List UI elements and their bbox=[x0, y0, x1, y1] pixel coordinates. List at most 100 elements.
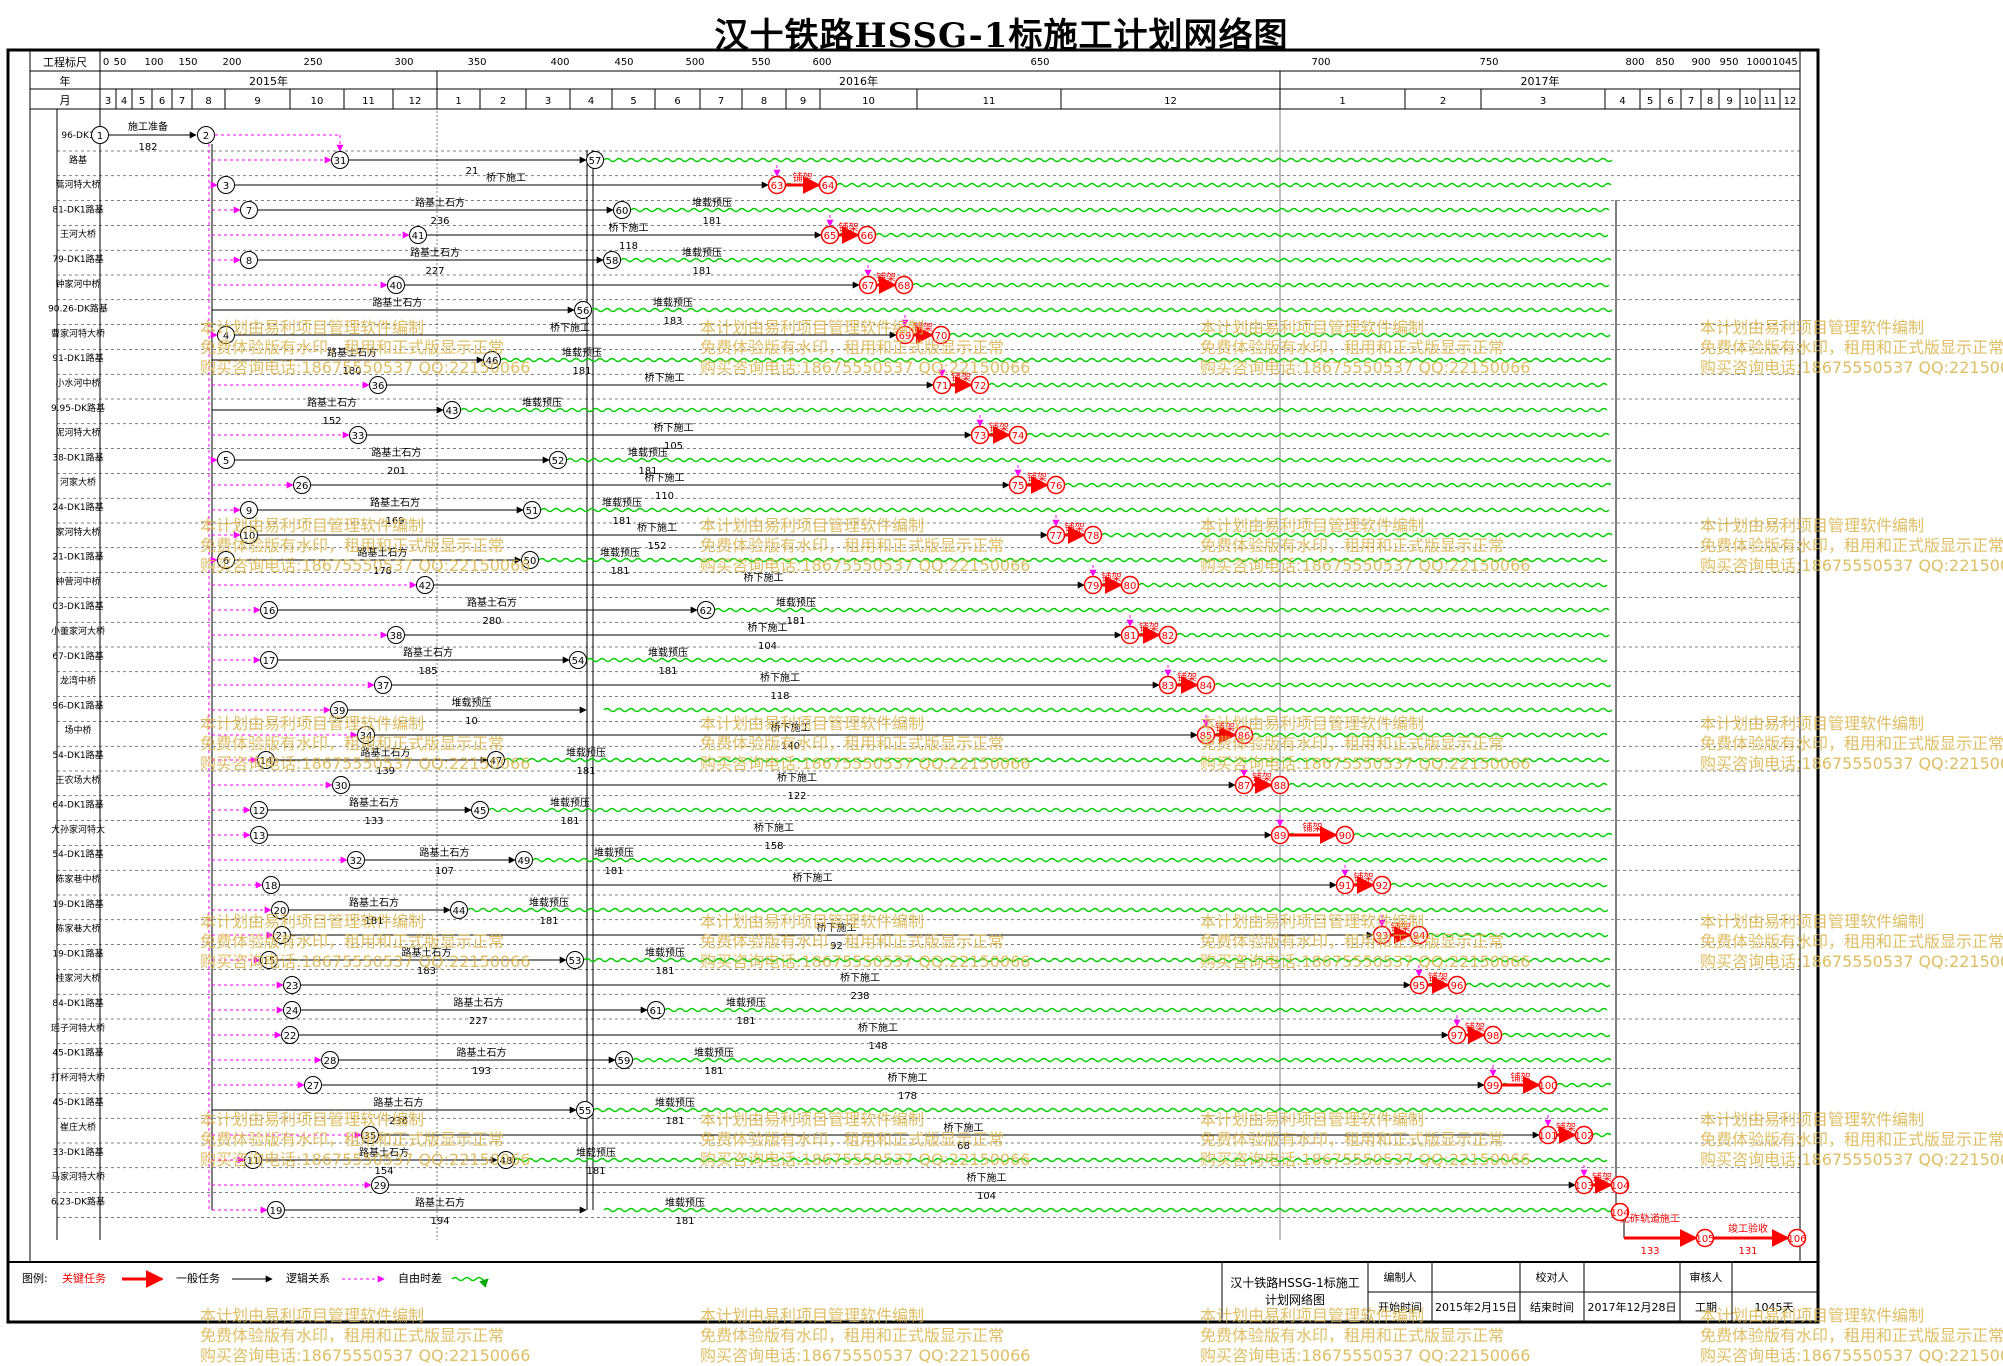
event-node bbox=[387, 626, 405, 644]
activity-label: 铺架 bbox=[1177, 671, 1197, 684]
event-node bbox=[1409, 975, 1429, 995]
activity-label: 181 bbox=[604, 866, 623, 877]
activity-label: 152 bbox=[647, 541, 666, 552]
activity-label: 桥下施工 bbox=[609, 221, 649, 234]
event-node bbox=[1372, 875, 1392, 895]
activity-label: 68 bbox=[957, 1141, 970, 1152]
month-label-cell: 7 bbox=[179, 96, 185, 107]
activity-label: 桥下施工 bbox=[637, 521, 677, 534]
ruler-tick-label: 550 bbox=[751, 57, 770, 68]
event-node-number: 37 bbox=[377, 681, 390, 692]
event-node bbox=[497, 1151, 515, 1169]
event-node bbox=[91, 126, 109, 144]
event-node-number: 41 bbox=[412, 231, 425, 242]
activity-label: 堆载预压 bbox=[692, 197, 732, 209]
event-node-number: 70 bbox=[935, 331, 948, 342]
row-label: 64-DK1路基 bbox=[52, 799, 103, 811]
tb-compiler-label: 编制人 bbox=[1384, 1270, 1417, 1284]
ruler-tick-label: 400 bbox=[550, 57, 569, 68]
activity-label: 堆载预压 bbox=[562, 347, 602, 359]
activity-label: 桥下施工 bbox=[888, 1071, 928, 1084]
free-float-wave bbox=[1252, 732, 1608, 738]
activity-label: 桥下施工 bbox=[486, 171, 526, 184]
activity-label: 139 bbox=[376, 766, 395, 777]
event-node bbox=[487, 751, 505, 769]
activity-label: 路基土石方 bbox=[410, 246, 460, 259]
event-node-number: 105 bbox=[1695, 1234, 1714, 1245]
event-node bbox=[970, 425, 990, 445]
event-node bbox=[1046, 475, 1066, 495]
event-node-number: 75 bbox=[1012, 481, 1025, 492]
event-node-number: 21 bbox=[276, 931, 289, 942]
free-float-wave bbox=[1214, 682, 1612, 688]
event-node-number: 67 bbox=[862, 281, 875, 292]
event-node bbox=[1610, 1175, 1630, 1195]
event-node bbox=[304, 1076, 322, 1094]
activity-label: 133 bbox=[364, 816, 383, 827]
activity-label: 铺架 bbox=[913, 321, 933, 334]
event-node bbox=[260, 951, 278, 969]
event-node-number: 34 bbox=[360, 731, 373, 742]
month-label: 月 bbox=[60, 94, 71, 107]
event-node bbox=[615, 1051, 633, 1069]
activity-label: 180 bbox=[342, 366, 361, 377]
ruler-tick-label: 150 bbox=[178, 57, 197, 68]
month-label-cell: 1 bbox=[455, 96, 461, 107]
row-label: 45-DK1路基 bbox=[52, 1096, 103, 1108]
activity-label: 桥下施工 bbox=[748, 621, 788, 634]
event-node bbox=[1234, 725, 1254, 745]
month-label-cell: 8 bbox=[1707, 96, 1713, 107]
month-label-cell: 5 bbox=[1647, 96, 1653, 107]
event-node-number: 94 bbox=[1413, 931, 1426, 942]
event-node bbox=[603, 251, 621, 269]
activity-label: 152 bbox=[322, 416, 341, 427]
month-label-cell: 8 bbox=[761, 96, 767, 107]
event-node bbox=[970, 375, 990, 395]
event-node bbox=[1270, 825, 1290, 845]
event-node bbox=[260, 601, 278, 619]
event-node bbox=[217, 451, 235, 469]
event-node-number: 61 bbox=[650, 1006, 663, 1017]
event-node bbox=[371, 1176, 389, 1194]
event-node-number: 40 bbox=[390, 281, 403, 292]
activity-label: 堆载预压 bbox=[602, 497, 642, 509]
event-node-number: 77 bbox=[1050, 531, 1063, 542]
legend-logic-label: 逻辑关系 bbox=[286, 1271, 330, 1285]
activity-label: 路基土石方 bbox=[374, 1096, 424, 1109]
activity-label: 92 bbox=[830, 941, 843, 952]
month-label-cell: 4 bbox=[1619, 96, 1625, 107]
event-node-number: 60 bbox=[616, 206, 629, 217]
row-label: 龙湾中桥 bbox=[60, 675, 96, 687]
activity-label: 堆载预压 bbox=[726, 997, 766, 1009]
activity-label: 桥下施工 bbox=[793, 871, 833, 884]
activity-label: 施工准备 bbox=[128, 120, 168, 133]
event-node-number: 47 bbox=[490, 756, 503, 767]
event-node-number: 49 bbox=[518, 856, 531, 867]
row-labels: 96-DK1路基蒿河特大桥81-DK1路基王河大桥79-DK1路基钟家河中桥90… bbox=[48, 131, 108, 1207]
event-node-number: 99 bbox=[1487, 1081, 1500, 1092]
month-label-cell: 5 bbox=[630, 96, 636, 107]
event-node bbox=[240, 526, 258, 544]
row-label: 钟家河中桥 bbox=[55, 278, 100, 290]
event-node-number: 69 bbox=[899, 331, 912, 342]
activity-label: 铺架 bbox=[1065, 521, 1085, 534]
activity-label: 铺架 bbox=[839, 221, 859, 234]
tb-checker-label: 校对人 bbox=[1536, 1270, 1569, 1284]
event-node-number: 15 bbox=[263, 956, 276, 967]
event-node-number: 65 bbox=[824, 231, 837, 242]
activity-label: 110 bbox=[655, 491, 674, 502]
activity-label: 路基土石方 bbox=[370, 496, 420, 509]
free-float-wave bbox=[591, 307, 1613, 313]
row-label: 45-DK1路基 bbox=[52, 1047, 103, 1059]
event-node-number: 85 bbox=[1200, 731, 1213, 742]
event-node-number: 3 bbox=[223, 181, 229, 192]
event-node bbox=[697, 601, 715, 619]
free-float-wave bbox=[988, 382, 1608, 388]
free-float-wave bbox=[532, 857, 1608, 863]
activity-label: 181 bbox=[665, 1116, 684, 1127]
event-node bbox=[240, 501, 258, 519]
ruler-tick-label: 700 bbox=[1311, 57, 1330, 68]
event-node-number: 56 bbox=[577, 306, 590, 317]
free-float-wave bbox=[912, 282, 1610, 288]
row-label: 曹家河特大桥 bbox=[51, 327, 105, 339]
